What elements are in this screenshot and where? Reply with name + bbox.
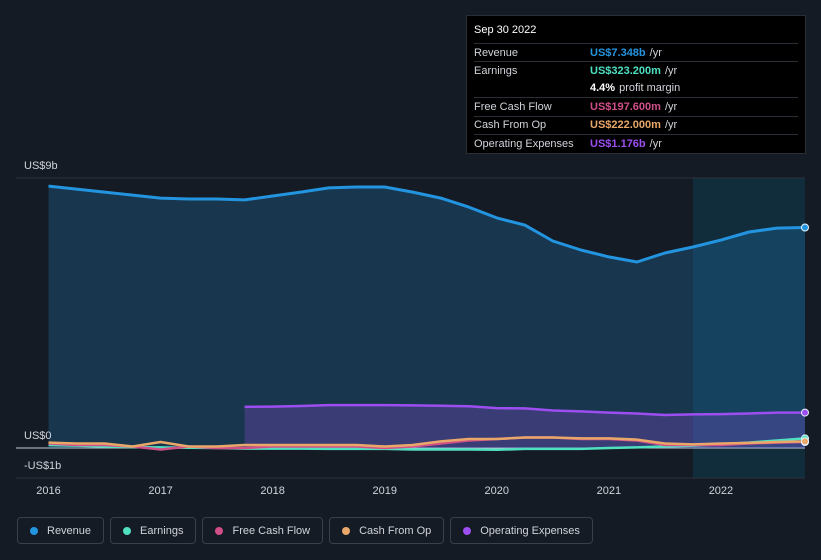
legend-item[interactable]: Earnings — [110, 517, 197, 544]
legend-label: Revenue — [47, 524, 92, 537]
tooltip-row: 4.4% profit margin — [474, 80, 798, 97]
tooltip-label: Revenue — [474, 46, 519, 59]
tooltip-suffix: /yr — [664, 119, 678, 132]
tooltip-label: Cash From Op — [474, 119, 547, 132]
end-marker — [801, 437, 809, 446]
y-tick-label: US$9b — [24, 160, 58, 172]
y-tick-label: US$0 — [24, 430, 52, 442]
line — [244, 403, 805, 417]
legend-dot — [215, 526, 224, 535]
line — [48, 184, 806, 264]
tooltip-row: Operating Expenses US$1.176b/yr — [474, 133, 798, 152]
x-tick-label: 2017 — [148, 485, 172, 497]
tooltip-row: Earnings US$323.200m/yr — [474, 61, 798, 79]
tooltip-label: Free Cash Flow — [474, 100, 552, 113]
tooltip-suffix: /yr — [649, 137, 662, 150]
legend-dot — [463, 526, 472, 535]
chart: US$9b US$0 -US$1b 2016 2017 2018 2019 2020 2021 2… — [16, 160, 809, 497]
legend-label: Earnings — [140, 524, 184, 537]
x-tick-label: 2016 — [36, 485, 60, 497]
tooltip-row: Cash From Op US$222.000m/yr — [474, 115, 798, 134]
legend-item[interactable]: Operating Expenses — [450, 517, 593, 544]
tooltip-value: 4.4% — [590, 82, 616, 95]
tooltip: Sep 30 2022 Revenue US$7.348b/yr Earnings US… — [466, 15, 806, 154]
tooltip-suffix: /yr — [664, 100, 678, 113]
tooltip-label: Earnings — [474, 65, 518, 78]
legend-item[interactable]: Free Cash Flow — [202, 517, 324, 544]
tooltip-value: US$222.000m — [590, 119, 661, 132]
legend-dot — [342, 526, 351, 535]
tooltip-value: US$1.176b — [590, 137, 646, 150]
x-tick-label: 2021 — [597, 485, 621, 497]
legend-item[interactable]: Cash From Op — [329, 517, 445, 544]
tooltip-suffix: /yr — [664, 65, 678, 78]
tooltip-row: Revenue US$7.348b/yr — [474, 43, 798, 61]
legend-label: Free Cash Flow — [232, 524, 311, 537]
tooltip-value: US$7.348b — [590, 46, 646, 59]
x-tick-label: 2020 — [485, 485, 509, 497]
areas — [48, 186, 806, 448]
x-tick-label: 2018 — [260, 485, 284, 497]
labels: US$9b US$0 -US$1b 2016 2017 2018 2019 2020 2021 2… — [24, 160, 733, 497]
legend-label: Operating Expenses — [480, 524, 580, 537]
end-marker — [801, 223, 809, 232]
tooltip-label: Operating Expenses — [474, 137, 574, 150]
area — [48, 186, 805, 448]
tooltip-date: Sep 30 2022 — [474, 24, 537, 36]
end-marker — [801, 408, 809, 417]
tooltip-row: Free Cash Flow US$197.600m/yr — [474, 97, 798, 115]
y-tick-label: -US$1b — [24, 460, 61, 472]
legend-dot — [30, 526, 38, 535]
lines — [48, 184, 809, 452]
legend-label: Cash From Op — [359, 524, 432, 537]
line — [48, 436, 806, 448]
tooltip-suffix: profit margin — [619, 82, 681, 95]
x-tick-label: 2019 — [372, 485, 396, 497]
tooltip-value: US$197.600m — [590, 100, 661, 113]
x-tick-label: 2022 — [709, 485, 733, 497]
tooltip-suffix: /yr — [649, 46, 662, 59]
tooltip-value: US$323.200m — [590, 65, 661, 78]
legend-dot — [123, 526, 132, 535]
legend: Revenue Earnings Free Cash Flow Cash From O… — [17, 517, 593, 544]
legend-item[interactable]: Revenue — [17, 517, 105, 544]
